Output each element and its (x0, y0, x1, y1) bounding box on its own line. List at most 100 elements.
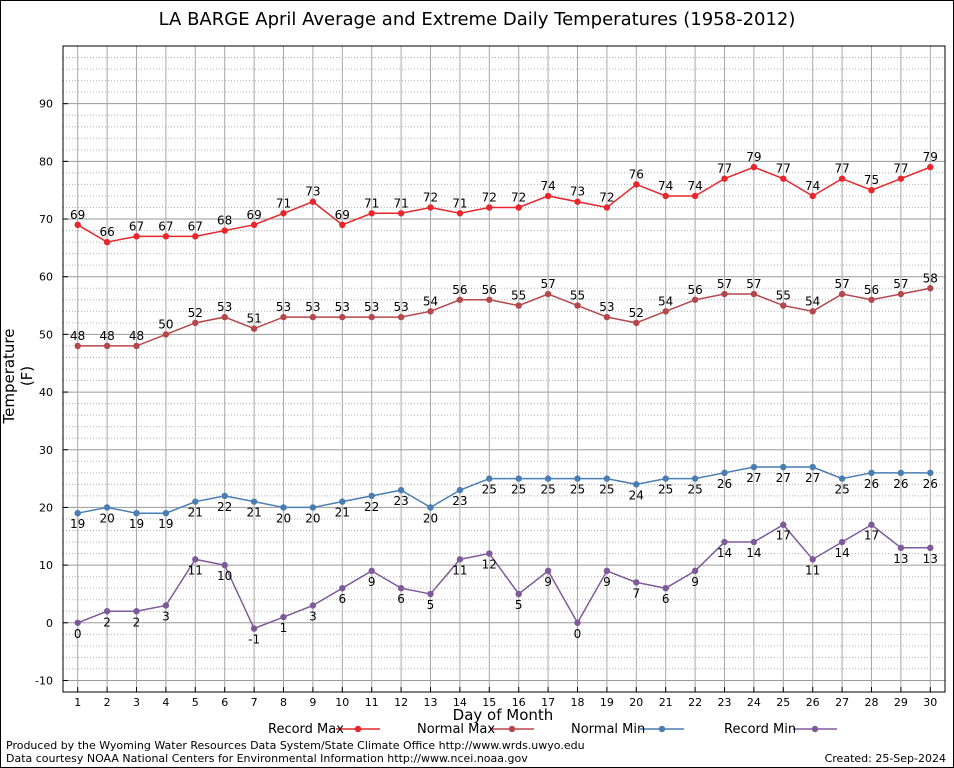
y-tick-label: 50 (39, 328, 53, 341)
x-tick-label: 26 (806, 696, 820, 709)
data-label: 56 (452, 283, 467, 297)
data-point (74, 342, 81, 350)
data-label: 2 (103, 615, 111, 629)
data-label: 6 (397, 592, 405, 606)
data-label: 6 (662, 592, 670, 606)
data-label: 13 (893, 552, 908, 566)
data-label: 11 (188, 563, 203, 577)
data-label: 74 (540, 179, 555, 193)
data-label: 25 (658, 483, 673, 497)
data-point (750, 290, 758, 298)
x-tick-label: 11 (365, 696, 379, 709)
x-tick-label: 5 (192, 696, 199, 709)
data-point (515, 302, 522, 309)
data-point (750, 538, 758, 546)
data-label: 17 (864, 529, 879, 543)
data-label: 55 (570, 289, 585, 303)
data-label: 25 (511, 483, 526, 497)
data-label: 0 (74, 627, 82, 641)
data-label: 10 (217, 569, 232, 583)
data-label: 74 (805, 179, 820, 193)
data-label: 53 (217, 300, 232, 314)
data-point (868, 296, 875, 303)
data-label: 6 (338, 592, 346, 606)
data-point (897, 544, 905, 552)
data-point (897, 175, 905, 182)
x-tick-label: 2 (104, 696, 111, 709)
y-tick-label: 70 (39, 213, 53, 226)
data-point (221, 313, 228, 321)
data-label: 21 (188, 506, 203, 520)
data-label: 77 (893, 162, 908, 176)
data-point (456, 486, 464, 494)
data-label: 57 (893, 277, 908, 291)
data-label: 20 (305, 511, 320, 525)
data-point (486, 475, 493, 482)
plot-area-border (62, 45, 946, 693)
data-label: 54 (805, 294, 820, 308)
data-label: 23 (452, 494, 467, 508)
data-point (221, 227, 228, 234)
data-label: 71 (393, 196, 408, 210)
data-point (691, 475, 699, 482)
data-label: 73 (570, 185, 585, 199)
data-label: 27 (776, 471, 791, 485)
data-point (368, 313, 375, 321)
data-point (486, 550, 493, 557)
data-label: 77 (776, 162, 791, 176)
data-label: 11 (452, 563, 467, 577)
data-point (192, 319, 199, 327)
data-label: 53 (305, 300, 320, 314)
x-tick-label: 3 (133, 696, 140, 709)
x-tick-label: 1 (74, 696, 81, 709)
data-point (309, 602, 317, 609)
data-point (544, 567, 552, 575)
x-tick-label: 13 (424, 696, 438, 709)
data-point (750, 163, 758, 171)
y-tick-label: 10 (39, 559, 53, 572)
data-point (838, 538, 846, 546)
series-line-record-min (77, 523, 931, 630)
x-tick-label: 20 (629, 696, 643, 709)
data-point (397, 584, 405, 592)
data-point (574, 302, 581, 309)
x-tick-label: 28 (865, 696, 879, 709)
x-tick-label: 18 (571, 696, 585, 709)
data-label: 48 (70, 329, 85, 343)
data-label: 5 (515, 598, 523, 612)
data-point (515, 590, 522, 598)
data-point (515, 204, 522, 211)
data-label: 14 (717, 546, 732, 560)
data-point (662, 308, 669, 315)
data-label: -1 (248, 633, 260, 647)
data-point (780, 302, 787, 309)
data-point (574, 619, 581, 626)
data-label: 25 (482, 483, 497, 497)
data-point (103, 238, 111, 246)
data-label: 68 (217, 214, 232, 228)
data-point (603, 475, 611, 482)
x-tick-label: 12 (394, 696, 408, 709)
x-tick-label: 16 (512, 696, 526, 709)
data-label: 17 (776, 529, 791, 543)
data-point (603, 313, 611, 321)
data-label: 25 (599, 483, 614, 497)
data-point (74, 221, 81, 229)
data-point (721, 469, 728, 477)
data-point (427, 504, 434, 511)
data-label: 20 (276, 511, 291, 525)
data-label: 50 (158, 317, 173, 331)
y-tick-label: 0 (46, 617, 53, 630)
data-label: 25 (834, 483, 849, 497)
y-tick-label: 80 (39, 155, 53, 168)
x-tick-label: 22 (688, 696, 702, 709)
producer-credit: Produced by the Wyoming Water Resources … (6, 739, 585, 752)
data-label: 72 (423, 191, 438, 205)
data-point (250, 625, 258, 632)
legend-marker (658, 725, 666, 733)
data-point (515, 475, 522, 482)
data-point (809, 463, 816, 471)
data-point (397, 486, 405, 494)
data-point (691, 296, 699, 303)
